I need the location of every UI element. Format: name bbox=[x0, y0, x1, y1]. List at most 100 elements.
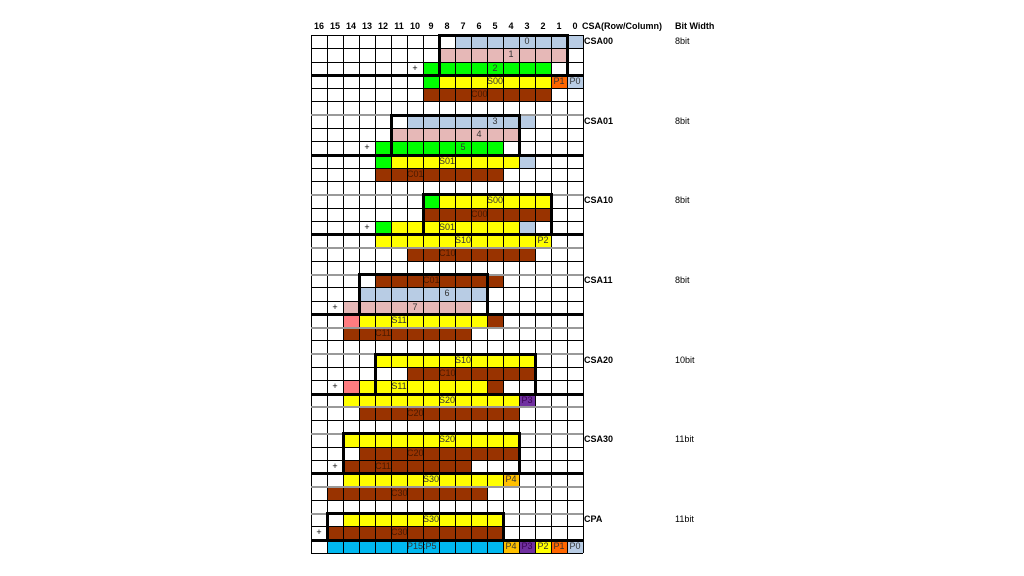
column-label: 3 bbox=[524, 21, 530, 31]
bit-range-green bbox=[375, 220, 391, 235]
section-bit-width: 8bit bbox=[675, 115, 690, 126]
grid-hline bbox=[311, 512, 583, 515]
grid-hline bbox=[311, 114, 583, 117]
bit-range-orange bbox=[551, 74, 567, 89]
column-label: 7 bbox=[460, 21, 466, 31]
grid-vline bbox=[519, 35, 520, 553]
grid-vline bbox=[503, 35, 504, 553]
grid-hline bbox=[311, 35, 583, 36]
grid-vline bbox=[311, 35, 312, 553]
plus-sign: + bbox=[364, 221, 370, 232]
grid-hline bbox=[311, 181, 583, 183]
grid-hline bbox=[311, 127, 583, 129]
grid-hline bbox=[311, 446, 583, 448]
column-label: 15 bbox=[329, 21, 340, 31]
bit-range-gold bbox=[503, 473, 519, 487]
grid-hline bbox=[311, 312, 583, 316]
grid-vline bbox=[551, 35, 552, 553]
bit-range-brown bbox=[487, 380, 503, 394]
section-name-csa10: CSA10 bbox=[584, 195, 614, 206]
grid-hline bbox=[311, 486, 583, 489]
bit-range-green bbox=[375, 154, 391, 168]
bit-range-purple bbox=[519, 539, 535, 553]
grid-hline bbox=[311, 153, 583, 157]
grid-hline bbox=[311, 260, 583, 262]
bit-width-header: Bit Width bbox=[675, 21, 715, 31]
section-bit-width: 8bit bbox=[675, 36, 690, 46]
grid-hline bbox=[311, 538, 583, 542]
grid-vline bbox=[327, 35, 328, 553]
grid-vline bbox=[407, 35, 408, 553]
grid-hline bbox=[311, 167, 583, 169]
column-label: 5 bbox=[492, 21, 498, 31]
section-name-csa00: CSA00 bbox=[584, 36, 614, 46]
grid-hline bbox=[311, 392, 583, 396]
bit-range-yellow bbox=[439, 74, 551, 89]
grid-vline bbox=[391, 35, 392, 553]
grid-hline bbox=[311, 193, 583, 196]
grid-hline bbox=[311, 552, 583, 554]
grid-hline bbox=[311, 88, 583, 90]
grid-hline bbox=[311, 459, 583, 461]
grid-hline bbox=[311, 233, 583, 237]
grid-vline bbox=[439, 35, 440, 553]
grid-hline bbox=[311, 472, 583, 476]
grid-hline bbox=[311, 273, 583, 276]
bit-range-blue bbox=[567, 74, 583, 89]
grid-hline bbox=[311, 526, 583, 528]
bit-range-yellow bbox=[439, 194, 551, 208]
grid-vline bbox=[567, 35, 568, 553]
section-name-csa20: CSA20 bbox=[584, 354, 614, 365]
grid-hline bbox=[311, 220, 583, 222]
grid-hline bbox=[311, 406, 583, 409]
column-label: 1 bbox=[556, 21, 562, 31]
section-name-cpa: CPA bbox=[584, 514, 603, 525]
column-label: 14 bbox=[345, 21, 356, 31]
bit-range-salmon bbox=[343, 313, 359, 328]
bit-range-yellow bbox=[343, 393, 519, 407]
column-label: 10 bbox=[409, 21, 420, 31]
grid-hline bbox=[311, 73, 583, 77]
grid-vline bbox=[343, 35, 344, 553]
bit-range-blue bbox=[519, 220, 535, 235]
bit-range-brown bbox=[487, 313, 503, 328]
bit-range-green bbox=[423, 74, 439, 89]
bit-range-salmon bbox=[343, 380, 359, 394]
plus-sign: + bbox=[332, 301, 338, 312]
column-label: 8 bbox=[444, 21, 450, 31]
grid-hline bbox=[311, 300, 583, 302]
bit-range-purple bbox=[519, 393, 535, 407]
csa-row-column-header: CSA(Row/Column) bbox=[582, 21, 662, 31]
bit-range-blue bbox=[567, 539, 583, 553]
grid-hline bbox=[311, 432, 583, 435]
grid-vline bbox=[535, 35, 536, 553]
section-bit-width: 8bit bbox=[675, 195, 690, 206]
section-bit-width: 11bit bbox=[675, 434, 694, 445]
column-label: 13 bbox=[361, 21, 372, 31]
plus-sign: + bbox=[412, 62, 418, 73]
bit-range-yellow bbox=[343, 433, 519, 447]
column-label: 12 bbox=[377, 21, 388, 31]
bit-range-yellow bbox=[535, 539, 551, 553]
bit-range-brown bbox=[327, 526, 503, 540]
bit-range-yellow bbox=[535, 234, 551, 248]
grid-hline bbox=[311, 207, 583, 209]
column-label: 2 bbox=[540, 21, 546, 31]
plus-sign: + bbox=[332, 381, 338, 392]
section-bit-width: 8bit bbox=[675, 275, 690, 286]
grid-vline bbox=[583, 35, 584, 553]
grid-hline bbox=[311, 326, 583, 329]
grid-hline bbox=[311, 367, 583, 368]
grid-hline bbox=[311, 101, 583, 103]
grid-hline bbox=[311, 340, 583, 342]
section-bit-width: 11bit bbox=[675, 514, 694, 525]
column-label: 0 bbox=[572, 21, 578, 31]
grid-vline bbox=[471, 35, 472, 553]
grid-hline bbox=[311, 48, 583, 50]
plus-sign: + bbox=[332, 460, 338, 471]
column-label: 9 bbox=[428, 21, 434, 31]
grid-hline bbox=[311, 141, 583, 143]
grid-hline bbox=[311, 420, 583, 422]
bit-range-gold bbox=[503, 539, 519, 553]
